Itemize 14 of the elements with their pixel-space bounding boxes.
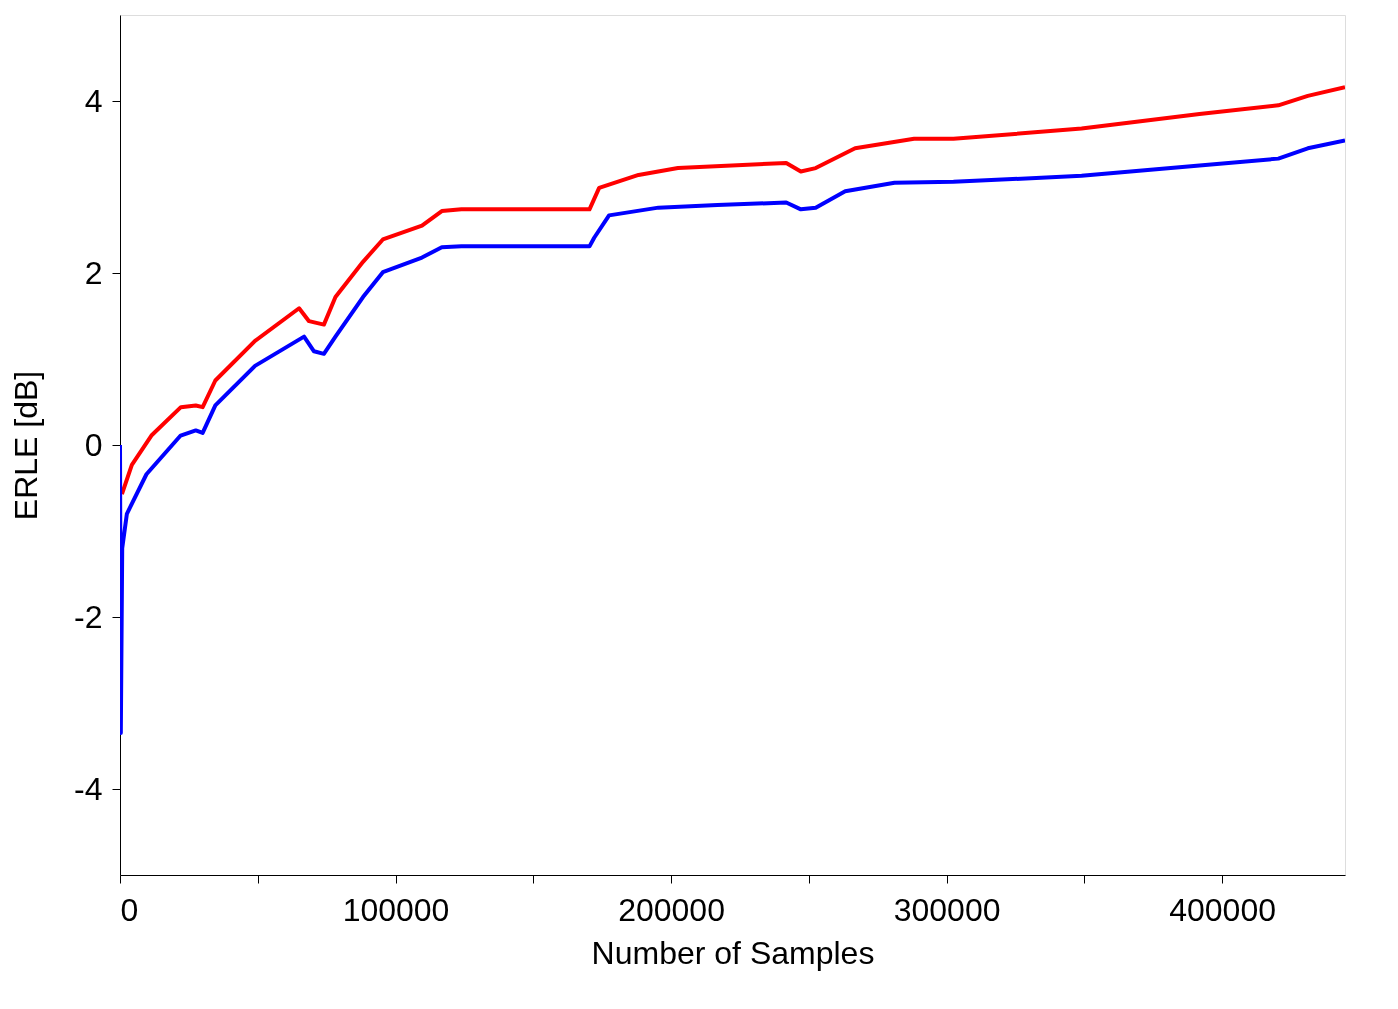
x-tick-label: 400000 bbox=[1169, 891, 1276, 928]
y-axis-title: ERLE [dB] bbox=[8, 370, 45, 521]
x-tick-label: 0 bbox=[120, 891, 139, 928]
y-tick-label: 0 bbox=[84, 426, 103, 463]
line-series bbox=[120, 85, 1345, 497]
x-tick-label: 100000 bbox=[342, 891, 450, 928]
line-series bbox=[120, 138, 1345, 736]
y-tick-label: -4 bbox=[74, 770, 103, 807]
y-tick-label: 2 bbox=[84, 254, 103, 291]
x-tick-label: 200000 bbox=[618, 891, 725, 928]
x-axis-title: Number of Samples bbox=[591, 934, 875, 971]
y-tick-label: -2 bbox=[74, 598, 103, 635]
y-tick-label: 4 bbox=[84, 82, 103, 119]
x-tick-label: 300000 bbox=[893, 891, 1001, 928]
